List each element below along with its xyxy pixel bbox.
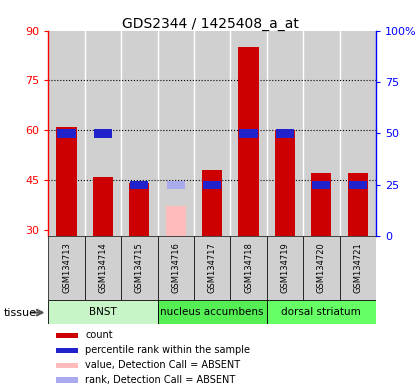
Text: percentile rank within the sample: percentile rank within the sample [85,345,250,355]
Bar [276,129,294,137]
Bar [93,177,113,236]
Text: GDS2344 / 1425408_a_at: GDS2344 / 1425408_a_at [121,17,299,31]
Bar [303,236,339,300]
Bar [57,127,76,236]
Bar [230,31,267,236]
Bar [203,181,221,189]
Text: GSM134717: GSM134717 [207,242,217,293]
Bar [349,181,367,189]
Text: GSM134721: GSM134721 [353,242,362,293]
Bar [158,300,267,324]
Bar [267,31,303,236]
Bar [339,31,376,236]
Bar [167,181,185,189]
Bar [56,377,78,383]
Bar [58,129,76,137]
Bar [267,236,303,300]
Text: GSM134720: GSM134720 [317,242,326,293]
Text: nucleus accumbens: nucleus accumbens [160,307,264,317]
Bar [85,236,121,300]
Bar [56,348,78,353]
Text: GSM134715: GSM134715 [135,242,144,293]
Bar [158,236,194,300]
Bar [239,129,257,137]
Bar [121,31,158,236]
Bar [48,300,158,324]
Bar [275,130,295,236]
Bar [194,236,230,300]
Text: GSM134716: GSM134716 [171,242,180,293]
Bar [194,31,230,236]
Text: GSM134718: GSM134718 [244,242,253,293]
Text: value, Detection Call = ABSENT: value, Detection Call = ABSENT [85,360,240,370]
Bar [311,173,331,236]
Text: BNST: BNST [89,307,117,317]
Bar [48,236,85,300]
Bar [56,333,78,338]
Bar [230,236,267,300]
Bar [165,206,186,236]
Bar [303,31,339,236]
Bar [267,300,376,324]
Bar [56,362,78,368]
Bar [339,236,376,300]
Text: count: count [85,331,113,341]
Text: GSM134719: GSM134719 [281,242,289,293]
Bar [48,31,85,236]
Bar [202,170,222,236]
Text: GSM134714: GSM134714 [98,242,108,293]
Text: GSM134713: GSM134713 [62,242,71,293]
Bar [94,129,112,137]
Text: dorsal striatum: dorsal striatum [281,307,361,317]
Bar [130,181,148,189]
Bar [348,173,368,236]
Bar [85,31,121,236]
Bar [158,31,194,236]
Bar [121,236,158,300]
Text: tissue: tissue [4,308,37,318]
Bar [312,181,330,189]
Bar [129,183,150,236]
Bar [239,47,259,236]
Text: rank, Detection Call = ABSENT: rank, Detection Call = ABSENT [85,375,236,384]
